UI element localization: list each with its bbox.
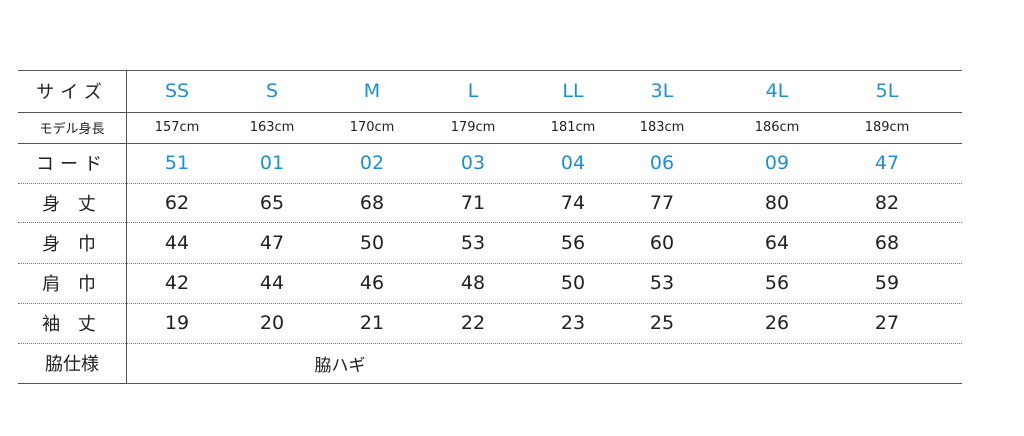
cell-value: 82 bbox=[874, 191, 900, 214]
dotted-rule bbox=[18, 263, 962, 264]
cell-value: 183cm bbox=[639, 120, 685, 135]
cell-value: 06 bbox=[649, 152, 675, 174]
cell-value: 68 bbox=[359, 191, 385, 214]
cell-value: 27 bbox=[874, 312, 900, 334]
cell-value: 46 bbox=[359, 272, 385, 294]
cell-value: M bbox=[363, 80, 381, 102]
cell-value: 170cm bbox=[349, 120, 395, 135]
cell-value: 44 bbox=[164, 231, 190, 254]
cell-value: 71 bbox=[460, 191, 486, 214]
cell-value: 23 bbox=[560, 312, 586, 334]
dotted-rule bbox=[18, 183, 962, 184]
cell-value: 25 bbox=[649, 312, 675, 334]
rule bbox=[18, 143, 962, 144]
cell-value: 179cm bbox=[450, 120, 496, 135]
cell-value: 26 bbox=[764, 312, 790, 334]
cell-value: 5L bbox=[875, 80, 899, 102]
cell-value: 47 bbox=[874, 152, 900, 174]
row-label: 袖 丈 bbox=[42, 314, 102, 335]
rule bbox=[18, 70, 962, 71]
row-label: モデル身長 bbox=[39, 122, 105, 137]
cell-value: 157cm bbox=[154, 120, 200, 135]
cell-value: 50 bbox=[560, 272, 586, 294]
cell-value: LL bbox=[562, 80, 584, 102]
cell-value: 56 bbox=[764, 272, 790, 294]
cell-value: 01 bbox=[259, 152, 285, 174]
row-label: 身 丈 bbox=[42, 193, 102, 215]
cell-value: 74 bbox=[560, 191, 586, 214]
cell-value: 19 bbox=[164, 312, 190, 334]
cell-value: 3L bbox=[650, 80, 674, 102]
rule bbox=[18, 383, 962, 384]
cell-value: 4L bbox=[765, 80, 789, 102]
cell-value: 02 bbox=[359, 152, 385, 174]
cell-value: 20 bbox=[259, 312, 285, 334]
dotted-rule bbox=[18, 303, 962, 304]
cell-value: 62 bbox=[164, 191, 190, 214]
cell-value: 189cm bbox=[864, 120, 910, 135]
row-label: 身 巾 bbox=[42, 233, 102, 255]
cell-value: 64 bbox=[764, 231, 790, 254]
cell-value: 181cm bbox=[550, 120, 596, 135]
row-label: 肩 巾 bbox=[42, 274, 102, 295]
cell-value: 56 bbox=[560, 231, 586, 254]
cell-value: 60 bbox=[649, 231, 675, 254]
dotted-rule bbox=[18, 343, 962, 344]
column-divider bbox=[126, 70, 127, 383]
cell-value: S bbox=[265, 80, 279, 102]
cell-value: 44 bbox=[259, 272, 285, 294]
dotted-rule bbox=[18, 222, 962, 223]
cell-value: SS bbox=[164, 80, 190, 102]
row-label: コード bbox=[36, 154, 108, 175]
cell-value: 03 bbox=[460, 152, 486, 174]
cell-value: L bbox=[467, 80, 479, 102]
cell-value: 48 bbox=[460, 272, 486, 294]
cell-value: 65 bbox=[259, 191, 285, 214]
row-label: サイズ bbox=[36, 82, 108, 103]
cell-value: 09 bbox=[764, 152, 790, 174]
cell-value: 68 bbox=[874, 231, 900, 254]
cell-value: 21 bbox=[359, 312, 385, 334]
cell-value: 80 bbox=[764, 191, 790, 214]
cell-value: 53 bbox=[460, 231, 486, 254]
cell-value: 59 bbox=[874, 272, 900, 294]
rule bbox=[18, 112, 962, 113]
cell-value: 脇ハギ bbox=[314, 355, 366, 376]
cell-value: 77 bbox=[649, 191, 675, 214]
row-label: 脇仕様 bbox=[45, 354, 99, 375]
cell-value: 04 bbox=[560, 152, 586, 174]
cell-value: 47 bbox=[259, 231, 285, 254]
cell-value: 186cm bbox=[754, 120, 800, 135]
cell-value: 42 bbox=[164, 272, 190, 294]
cell-value: 22 bbox=[460, 312, 486, 334]
cell-value: 163cm bbox=[249, 120, 295, 135]
cell-value: 51 bbox=[164, 152, 190, 174]
cell-value: 50 bbox=[359, 231, 385, 254]
cell-value: 53 bbox=[649, 272, 675, 294]
